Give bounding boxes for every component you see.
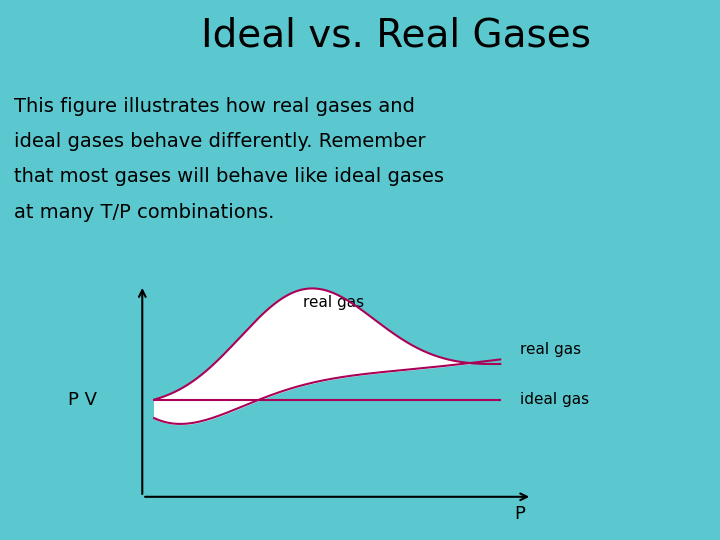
Text: real gas: real gas xyxy=(520,342,581,357)
Text: P V: P V xyxy=(68,390,97,409)
Text: real gas: real gas xyxy=(302,295,364,310)
Text: at many T/P combinations.: at many T/P combinations. xyxy=(14,202,275,221)
Text: Ideal vs. Real Gases: Ideal vs. Real Gases xyxy=(201,16,591,54)
Text: that most gases will behave like ideal gases: that most gases will behave like ideal g… xyxy=(14,167,444,186)
Text: This figure illustrates how real gases and: This figure illustrates how real gases a… xyxy=(14,97,415,116)
Text: P: P xyxy=(515,505,526,523)
Text: ideal gas: ideal gas xyxy=(520,392,589,407)
Text: ideal gases behave differently. Remember: ideal gases behave differently. Remember xyxy=(14,132,426,151)
